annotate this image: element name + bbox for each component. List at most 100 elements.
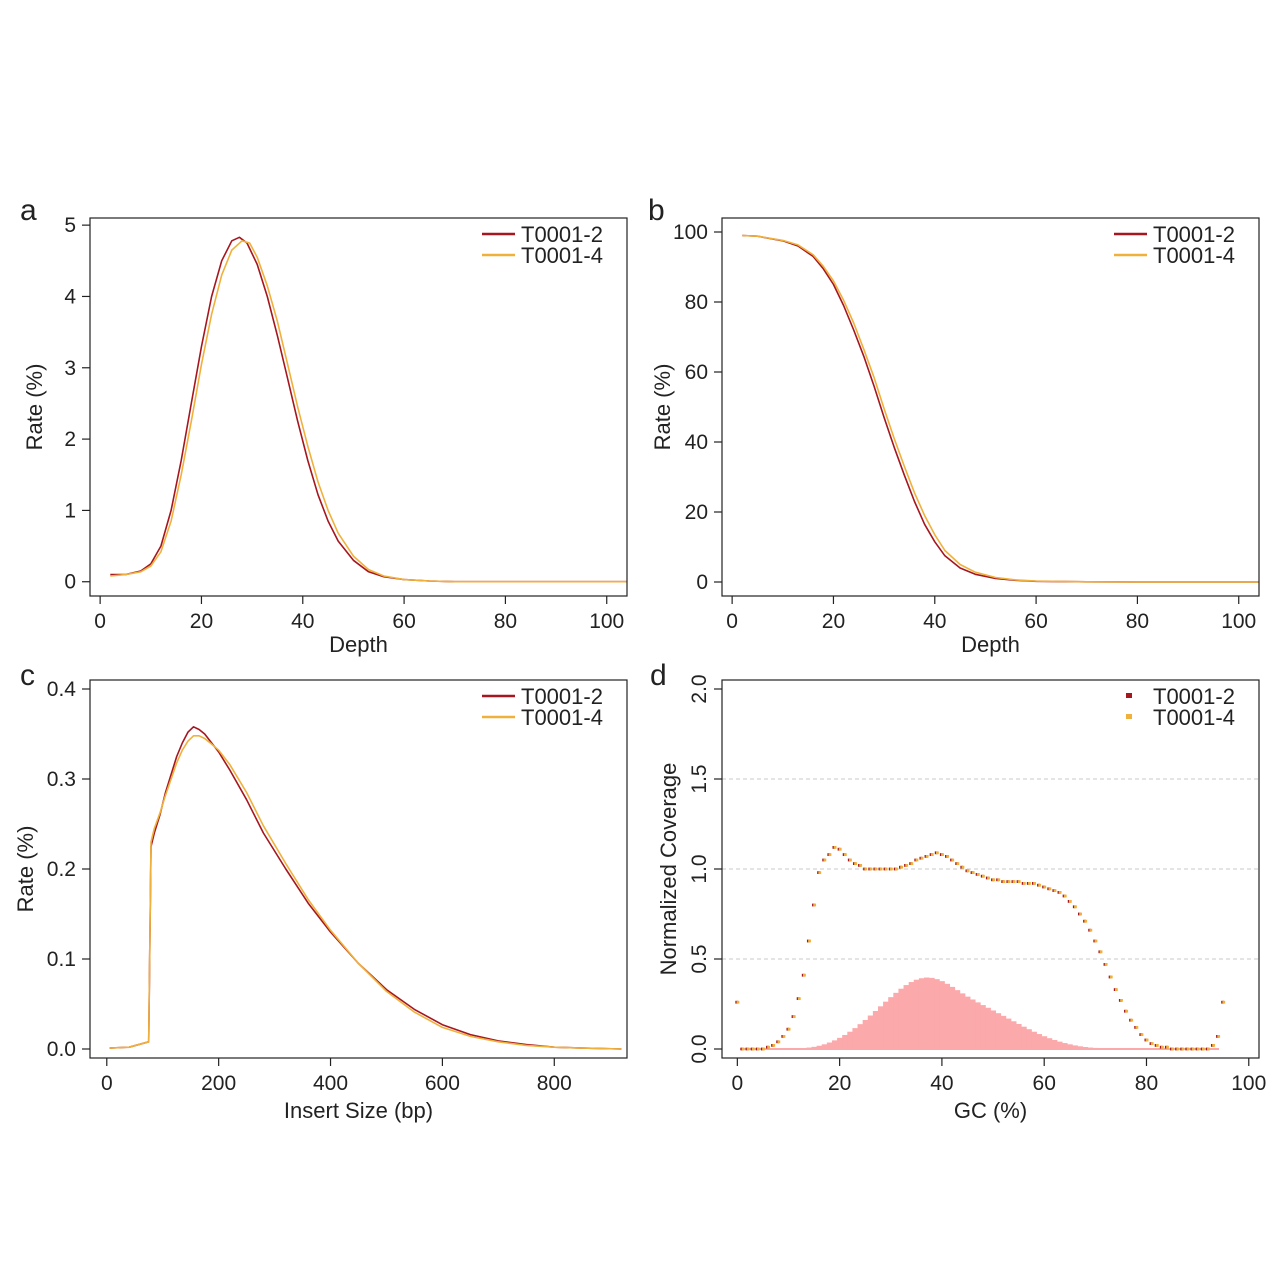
histogram-bar [944,983,950,1049]
scatter-point [864,867,868,871]
scatter-point [818,871,822,874]
y-tick-label: 0.0 [47,1038,76,1061]
histogram-bar [1016,1023,1022,1049]
scatter-point [1217,1035,1221,1038]
histogram-bar [883,1001,889,1049]
scatter-point [843,853,847,856]
y-tick-label: 0.2 [47,858,76,881]
y-tick-label: 0.4 [47,678,77,701]
y-tick-label: 0 [696,571,708,594]
scatter-point [1191,1047,1195,1051]
y-tick-label: 2.0 [688,674,711,703]
legend-label: T0001-4 [1153,243,1235,268]
histogram-bar [1036,1034,1043,1049]
scatter-point [1022,882,1026,885]
histogram-bar [964,996,971,1049]
scatter-point [787,1027,791,1031]
scatter-point [884,867,888,871]
histogram-bar [908,982,915,1049]
x-axis-label: Insert Size (bp) [284,1098,433,1123]
scatter-point [1145,1038,1149,1042]
x-tick-label: 20 [828,1072,851,1095]
scatter-point [1181,1047,1185,1051]
histogram-bar [903,985,910,1049]
histogram-bar [954,990,961,1049]
histogram-bar [1067,1044,1073,1049]
scatter-point [854,862,857,865]
scatter-point [946,855,950,858]
scatter-point [1171,1047,1175,1051]
histogram-bar [934,979,940,1049]
scatter-point [1068,900,1072,903]
histogram-bar [837,1037,843,1049]
series-line-T0001-4 [742,234,1259,583]
scatter-point [1099,950,1103,954]
scatter-point [1104,963,1108,966]
scatter-point [1038,883,1042,887]
series-line-T0001-2 [742,234,1259,583]
histogram-bar [924,977,930,1049]
scatter-point [910,862,914,865]
y-tick-label: 1.5 [688,764,711,793]
x-tick-label: 40 [930,1072,953,1095]
y-tick-label: 100 [673,221,708,244]
histogram-bar [949,986,956,1049]
x-tick-label: 0 [94,610,106,633]
panel-label: a [20,194,37,227]
histogram-bar [831,1040,838,1049]
panel-d: d 0 20 40 60 80 100 0.0 0.5 1.0 1.5 2.0 GC (%) Normal… [650,659,1266,1123]
histogram-bar [980,1005,986,1049]
y-tick-label: 1.0 [688,854,711,883]
scatter-point [1079,912,1082,916]
scatter-point [1084,919,1088,923]
scatter-point [956,862,960,865]
scatter-point [823,858,827,862]
x-tick-label: 20 [190,610,213,633]
scatter-point [936,851,939,855]
y-tick-label: 1 [64,499,76,522]
y-tick-label: 40 [685,431,708,454]
histogram-bar [1000,1015,1007,1049]
histogram-bar [939,981,945,1049]
scatter-point [879,867,883,871]
scatter-point [1161,1045,1164,1049]
scatter-point [849,858,852,862]
x-tick-label: 400 [313,1072,348,1095]
histogram-bar [877,1006,884,1049]
scatter-point [900,865,903,869]
x-tick-label: 600 [425,1072,460,1095]
histogram-bar [1026,1029,1032,1049]
scatter-point [1058,891,1062,894]
histogram-bar [1051,1040,1058,1049]
y-tick-label: 0 [64,571,76,594]
histogram-bar [852,1028,858,1049]
scatter-point [1140,1033,1144,1036]
histogram-bar [970,999,976,1049]
histogram-bar [1031,1031,1037,1049]
scatter-point [1017,880,1021,883]
scatter-point [1109,975,1113,979]
legend-swatch [1126,693,1132,698]
histogram-bar [1077,1046,1083,1049]
legend-label: T0001-2 [1153,684,1235,709]
series-line-T0001-2 [110,236,627,583]
scatter-point [951,858,955,862]
histogram-bar [959,993,966,1049]
scatter-point [889,867,893,871]
scatter-point [1089,928,1093,932]
histogram-bar [867,1015,874,1049]
scatter-point [874,867,878,871]
x-tick-label: 800 [537,1072,572,1095]
histogram-bar [990,1010,997,1049]
y-tick-label: 0.5 [688,944,711,973]
y-tick-label: 0.1 [47,948,76,971]
panel-label: c [20,659,35,692]
plot-frame [89,679,628,1059]
scatter-point [782,1035,786,1038]
x-tick-label: 20 [822,610,845,633]
y-axis-label: Rate (%) [13,826,38,913]
scatter-point [762,1047,765,1051]
x-tick-label: 60 [1024,610,1047,633]
